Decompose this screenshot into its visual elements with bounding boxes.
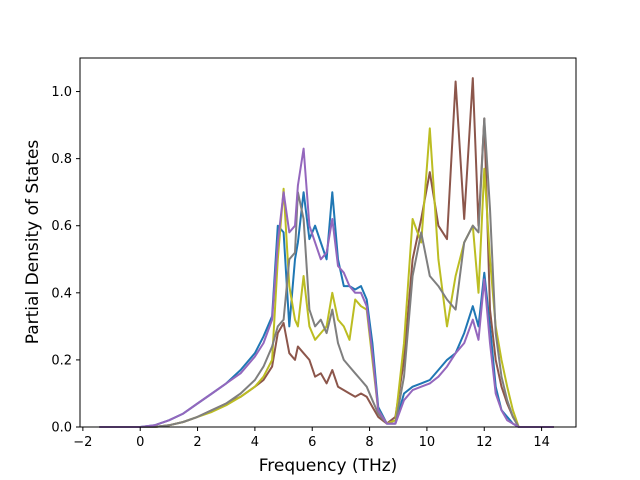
x-axis-ticks: −2 0 2 4 6 8 10 12 14	[73, 427, 550, 450]
y-axis-ticks: 0.0 0.2 0.4 0.6 0.8 1.0	[51, 85, 80, 436]
x-tick-label: 8	[365, 435, 373, 450]
series-layer	[99, 77, 555, 428]
x-axis-label: Frequency (THz)	[259, 456, 398, 476]
x-tick-label: 6	[308, 435, 316, 450]
series-line-4	[99, 117, 555, 428]
x-tick-label: 12	[476, 435, 493, 450]
x-tick-label: 0	[136, 435, 144, 450]
y-tick-label: 0.6	[51, 219, 72, 234]
y-tick-label: 0.2	[51, 353, 72, 368]
y-tick-label: 0.8	[51, 152, 72, 167]
x-tick-label: 4	[251, 435, 259, 450]
y-tick-label: 1.0	[51, 85, 72, 100]
series-line-3	[99, 127, 555, 428]
y-axis-label: Partial Density of States	[23, 140, 43, 345]
series-line-5	[99, 147, 555, 428]
x-tick-label: 2	[193, 435, 201, 450]
x-tick-label: 10	[419, 435, 436, 450]
plot-frame	[79, 57, 577, 428]
x-tick-label: 14	[533, 435, 550, 450]
y-tick-label: 0.4	[51, 286, 72, 301]
x-tick-label: −2	[73, 435, 92, 450]
y-tick-label: 0.0	[51, 421, 72, 436]
